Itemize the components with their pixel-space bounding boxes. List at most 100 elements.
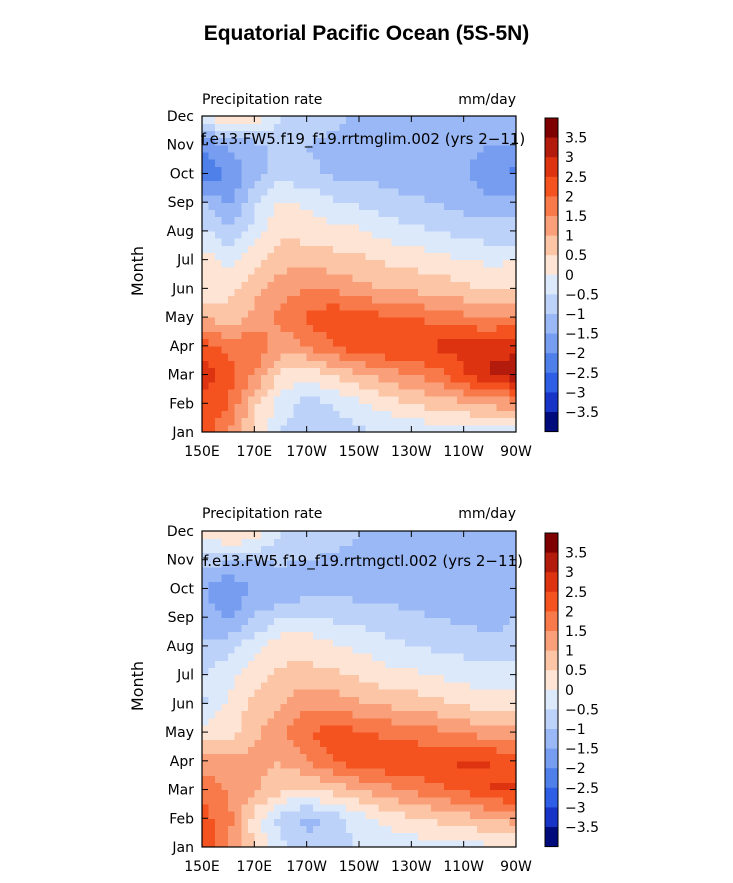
heatmap-cell <box>319 173 327 182</box>
heatmap-cell <box>483 374 491 383</box>
heatmap-cell <box>254 588 262 597</box>
heatmap-cell <box>378 717 386 726</box>
heatmap-cell <box>228 825 236 834</box>
heatmap-cell <box>287 324 295 333</box>
heatmap-cell <box>280 166 288 175</box>
heatmap-cell <box>463 195 471 203</box>
heatmap-cell <box>417 403 426 412</box>
heatmap-cell <box>359 803 367 812</box>
heatmap-cell <box>470 338 478 347</box>
heatmap-cell <box>267 338 275 347</box>
heatmap-cell <box>476 223 484 232</box>
heatmap-cell <box>502 796 511 805</box>
heatmap-cell <box>457 295 465 304</box>
heatmap-cell <box>365 137 373 146</box>
heatmap-cell <box>352 381 360 390</box>
heatmap-cell <box>489 288 497 297</box>
heatmap-cell <box>463 216 471 225</box>
heatmap-cell <box>424 180 432 189</box>
heatmap-cell <box>365 338 373 347</box>
heatmap-cell <box>450 123 458 131</box>
heatmap-cell <box>417 388 426 397</box>
heatmap-cell <box>359 173 367 182</box>
heatmap-cell <box>391 245 399 254</box>
heatmap-cell <box>502 617 511 625</box>
heatmap-cell <box>208 202 216 210</box>
heatmap-cell <box>470 381 478 390</box>
heatmap-cell <box>391 811 399 819</box>
heatmap-cell <box>430 288 439 297</box>
heatmap-cell <box>332 288 340 297</box>
heatmap-cell <box>424 796 432 805</box>
heatmap-cell <box>365 538 373 546</box>
heatmap-cell <box>430 130 439 139</box>
heatmap-cell <box>444 624 452 633</box>
heatmap-cell <box>359 159 367 167</box>
heatmap-cell <box>411 653 419 661</box>
heatmap-cell <box>352 410 360 419</box>
heatmap-cell <box>496 295 504 304</box>
heatmap-cell <box>489 266 497 275</box>
heatmap-cell <box>228 832 236 841</box>
heatmap-cell <box>489 144 497 153</box>
heatmap-cell <box>208 187 216 196</box>
heatmap-cell <box>385 610 393 618</box>
heatmap-cell <box>417 259 426 268</box>
heatmap-cell <box>470 617 478 625</box>
heatmap-cell <box>430 588 439 597</box>
heatmap-cell <box>404 581 412 590</box>
heatmap-cell <box>424 137 432 146</box>
heatmap-cell <box>489 624 497 633</box>
heatmap-cell <box>260 839 269 848</box>
heatmap-cell <box>287 610 295 618</box>
heatmap-cell <box>411 230 419 239</box>
heatmap-cell <box>372 696 380 704</box>
heatmap-cell <box>228 732 236 740</box>
heatmap-cell <box>267 424 275 433</box>
heatmap-cell <box>424 545 432 554</box>
heatmap-cell <box>450 696 458 704</box>
heatmap-cell <box>463 617 471 625</box>
heatmap-cell <box>339 396 347 404</box>
heatmap-cell <box>267 295 275 304</box>
heatmap-cell <box>260 180 269 189</box>
heatmap-cell <box>457 753 465 762</box>
heatmap-cell <box>489 566 497 575</box>
heatmap-cell <box>293 274 301 282</box>
heatmap-cell <box>359 760 367 769</box>
heatmap-cell <box>359 309 367 318</box>
heatmap-cell <box>306 187 314 196</box>
heatmap-cell <box>489 353 497 361</box>
heatmap-cell <box>372 581 380 590</box>
heatmap-cell <box>483 281 491 289</box>
heatmap-cell <box>293 424 301 433</box>
heatmap-cell <box>424 281 432 289</box>
heatmap-cell <box>385 274 393 282</box>
heatmap-cell <box>424 638 432 647</box>
heatmap-cell <box>306 388 314 397</box>
heatmap-cell <box>260 302 269 311</box>
heatmap-cell <box>221 739 229 748</box>
heatmap-cell <box>267 410 275 419</box>
heatmap-cell <box>280 388 288 397</box>
heatmap-cell <box>417 531 426 539</box>
colorbar-swatch <box>545 552 558 573</box>
heatmap-cell <box>221 302 229 311</box>
heatmap-cell <box>267 638 275 647</box>
heatmap-cell <box>293 252 301 261</box>
heatmap-cell <box>345 116 354 124</box>
heatmap-cell <box>411 417 419 426</box>
heatmap-cell <box>391 839 399 848</box>
heatmap-cell <box>293 353 301 361</box>
heatmap-cell <box>372 588 380 597</box>
heatmap-cell <box>228 602 236 611</box>
heatmap-cell <box>208 367 216 376</box>
heatmap-cell <box>450 230 458 239</box>
heatmap-cell <box>372 624 380 633</box>
heatmap-cell <box>300 732 308 740</box>
heatmap-cell <box>463 717 471 726</box>
colorbar-label: 1.5 <box>565 209 587 225</box>
heatmap-cell <box>509 746 517 755</box>
heatmap-cell <box>372 724 380 733</box>
heatmap-cell <box>326 238 334 246</box>
